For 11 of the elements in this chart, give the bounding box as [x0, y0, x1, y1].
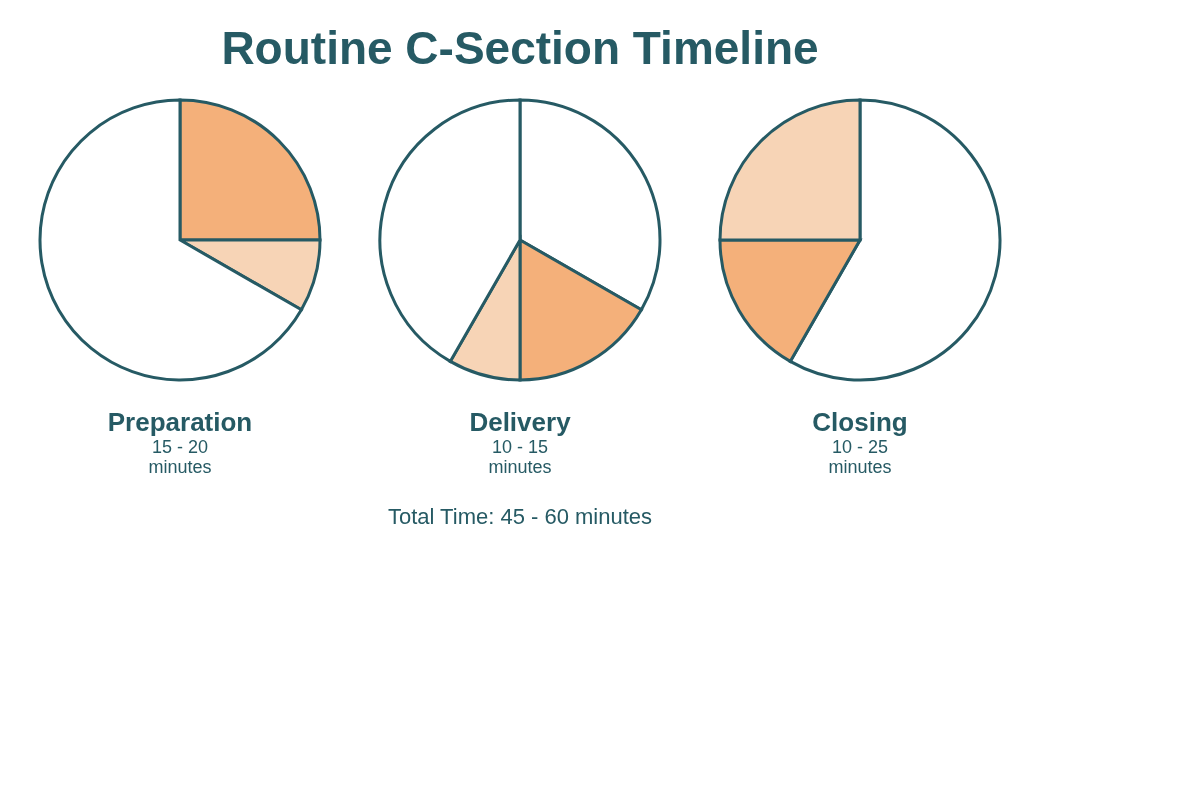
text: Closing	[812, 407, 908, 437]
text: 15 - 20	[151, 437, 209, 457]
text: minutes	[488, 457, 552, 477]
text: minutes	[828, 457, 892, 477]
text: Total Time: 45 - 60 minutes	[387, 504, 653, 529]
text: Delivery	[469, 407, 572, 437]
text: 10 - 25	[831, 437, 889, 457]
text: Preparation	[107, 407, 253, 437]
text: 10 - 15	[491, 437, 549, 457]
text: minutes	[148, 457, 212, 477]
text: Routine C-Section Timeline	[221, 22, 819, 74]
